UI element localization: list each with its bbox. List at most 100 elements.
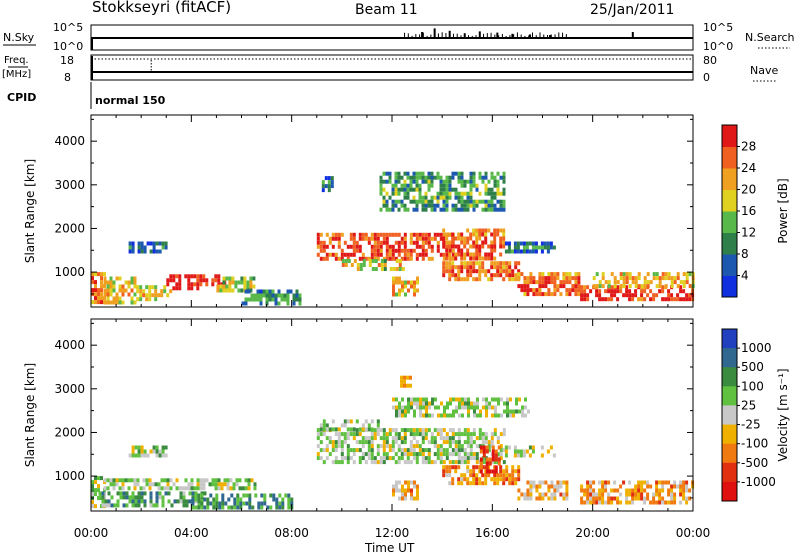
data-cell [196,486,200,491]
data-cell [203,497,207,502]
data-cell [146,241,150,246]
data-cell [403,383,406,388]
data-cell [493,228,497,233]
data-cell [211,282,215,287]
data-cell [439,252,443,257]
data-cell [116,503,120,508]
data-cell [517,473,521,478]
data-cell [128,499,132,504]
data-cell [472,452,476,457]
data-cell [485,413,488,418]
data-cell [124,280,128,285]
data-cell [433,444,437,449]
data-cell [455,405,458,410]
data-cell [517,496,521,501]
data-cell [493,432,497,437]
data-cell [361,440,365,445]
data-cell [265,293,269,298]
data-cell [412,452,416,457]
data-cell [187,274,191,279]
data-cell [478,432,482,437]
data-cell [367,256,371,261]
data-cell [670,492,674,497]
data-cell [667,272,671,277]
data-cell [136,482,140,487]
data-cell [364,436,368,441]
data-cell [118,300,122,305]
data-cell [154,482,158,487]
data-cell [448,265,452,270]
data-cell [91,492,94,497]
data-cell [598,500,602,505]
data-cell [580,293,584,298]
data-cell [400,375,403,380]
data-cell [223,482,227,487]
data-cell [403,244,407,249]
data-cell [125,495,129,500]
data-cell [466,248,470,253]
data-cell [528,445,532,450]
data-cell [667,293,671,298]
data-cell [511,269,515,274]
data-cell [109,292,113,297]
data-cell [562,492,566,497]
data-cell [607,289,611,294]
data-cell [488,405,491,410]
data-cell [388,232,392,237]
data-cell [199,486,203,491]
nave-tick-top: 80 [703,54,717,67]
data-cell [112,280,116,285]
data-cell [637,480,641,485]
data-cell [184,478,188,483]
data-cell [197,493,201,498]
data-cell [197,497,201,502]
colorbar-label: Velocity [m s⁻¹] [776,368,790,461]
data-cell [233,497,237,502]
data-cell [479,445,483,450]
data-cell [401,409,404,414]
data-cell [467,405,470,410]
data-cell [94,476,97,481]
data-cell [613,293,617,298]
data-cell [430,179,434,184]
data-cell [362,263,366,267]
data-cell [107,503,111,508]
data-cell [550,480,554,485]
data-cell [349,244,353,249]
data-cell [439,460,443,465]
data-cell [460,265,464,270]
data-cell [446,401,449,406]
data-cell [364,460,368,465]
data-cell [319,448,323,453]
data-cell [412,436,416,441]
data-cell [472,277,476,282]
data-cell [134,499,138,504]
data-cell [430,440,434,445]
data-cell [463,236,467,241]
data-cell [322,248,326,253]
data-cell [394,232,398,237]
data-cell [485,409,488,414]
data-cell [404,409,407,414]
data-cell [155,445,159,450]
data-cell [280,293,284,298]
data-cell [478,261,482,266]
data-cell [484,273,488,278]
data-cell [398,292,401,297]
data-cell [382,448,386,453]
data-cell [481,261,485,266]
data-cell [388,456,392,461]
data-cell [549,245,553,250]
data-cell [355,240,359,245]
data-cell [634,284,638,289]
data-cell [433,175,437,180]
colorbar-tick-label: -25 [741,418,761,432]
data-cell [504,453,508,458]
data-cell [415,244,419,249]
data-cell [397,232,401,237]
data-cell [484,187,488,192]
data-cell [502,460,506,465]
data-cell [446,413,449,418]
data-cell [391,448,395,453]
data-cell [457,269,461,274]
